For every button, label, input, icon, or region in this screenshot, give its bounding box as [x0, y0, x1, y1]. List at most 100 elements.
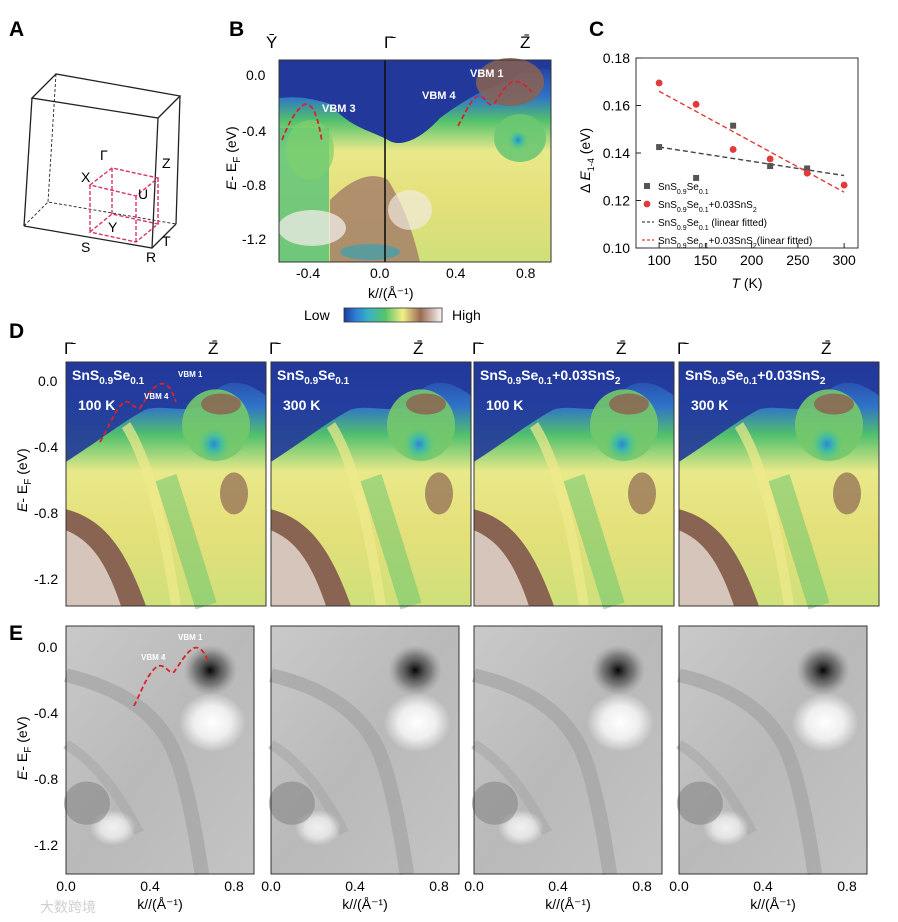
- grey-image-e-2: [472, 626, 662, 874]
- grey-map-e-1: [269, 626, 459, 874]
- c-point-s1-2: [729, 146, 737, 153]
- e-xlabel-0: k//(Å⁻¹): [137, 896, 183, 912]
- d-sample-label-0: SnS0.9Se0.1: [72, 367, 145, 387]
- e-ytick-0: 0.0: [38, 639, 58, 655]
- bz-point-z: Z: [162, 155, 171, 171]
- d-sym-z-3: Z̄: [821, 339, 831, 358]
- arpes-map-b: [278, 58, 552, 263]
- d-sym-z-2: Z̄: [616, 339, 626, 358]
- grey-map-e-3: [677, 626, 867, 874]
- e-ytick-2: -0.8: [34, 771, 58, 787]
- arpes-frame-d-3: [678, 361, 880, 607]
- panel-label-d: D: [9, 320, 24, 343]
- watermark: 大数跨境: [40, 899, 96, 915]
- grey-image-e-0: [64, 626, 254, 874]
- e-xtick-2-2: 0.8: [632, 878, 652, 894]
- d-temp-label-3: 300 K: [691, 397, 728, 413]
- arpes-map-d-2: [474, 362, 674, 606]
- c-ytick-label-4: 0.18: [603, 50, 630, 66]
- c-ytick-label-1: 0.12: [603, 193, 630, 209]
- c-ytick-label-3: 0.16: [603, 98, 630, 114]
- grey-frame-e-3: [678, 625, 868, 875]
- e-xlabel-3: k//(Å⁻¹): [750, 896, 796, 912]
- e-vbm-curve: [133, 646, 209, 707]
- c-point-s0-1: [693, 174, 700, 181]
- vbm4-vbm1-curve: [457, 80, 533, 127]
- c-point-s1-3: [766, 155, 774, 163]
- c-legend-label-0: SnS0.9Se0.1: [658, 182, 709, 196]
- d-label-vbm1: VBM 1: [178, 370, 203, 379]
- d-sym-gamma-2: Γ̄: [472, 339, 484, 358]
- c-point-s0-3: [767, 163, 774, 170]
- panel-label-c: C: [589, 18, 604, 41]
- symmetry-y-bar: Ῡ: [266, 33, 277, 52]
- c-fit-line-0: [659, 146, 845, 177]
- brillouin-zone: [23, 73, 182, 249]
- panel-label-a: A: [9, 18, 24, 41]
- grey-image-e-3: [677, 626, 867, 874]
- chart-c: 0.10 0.12 0.14 0.16 0.18 100 150 200 250 300 T (K)…: [577, 50, 859, 291]
- d-ytick-1: -0.4: [34, 439, 58, 455]
- e-xtick-3-2: 0.8: [837, 878, 857, 894]
- c-legend-label-1: SnS0.9Se0.1+0.03SnS2: [658, 200, 757, 214]
- c-point-s0-0: [656, 144, 663, 151]
- bz-point-u: U: [138, 186, 148, 202]
- e-label-vbm1: VBM 1: [178, 633, 203, 642]
- b-ytick-2: -0.8: [242, 177, 266, 193]
- label-vbm4: VBM 4: [422, 90, 457, 102]
- d-sample-label-3: SnS0.9Se0.1+0.03SnS2: [685, 367, 826, 387]
- c-xlabel: T (K): [731, 275, 762, 291]
- bz-point-s: S: [81, 239, 90, 255]
- colorbar-high-label: High: [452, 307, 481, 323]
- c-point-s0-4: [804, 165, 811, 172]
- grey-map-e-2: [472, 626, 662, 874]
- bz-point-y: Y: [108, 219, 118, 235]
- c-legend-label-2: SnS0.9Se0.1 (linear fitted): [658, 218, 767, 232]
- c-legend-marker-1: [643, 200, 651, 208]
- c-ytick-label-0: 0.10: [603, 240, 630, 256]
- e-xtick-1-0: 0.0: [261, 878, 281, 894]
- e-xtick-0-2: 0.8: [224, 878, 244, 894]
- c-xtick-label-3: 250: [786, 252, 810, 268]
- d-ytick-3: -1.2: [34, 571, 58, 587]
- e-xtick-0-1: 0.4: [140, 878, 160, 894]
- label-vbm1: VBM 1: [470, 68, 504, 80]
- e-xtick-2-1: 0.4: [548, 878, 568, 894]
- grey-frame-e-0: [65, 625, 255, 875]
- c-point-s1-1: [692, 100, 700, 108]
- arpes-frame-d-1: [270, 361, 472, 607]
- d-sample-label-2: SnS0.9Se0.1+0.03SnS2: [480, 367, 621, 387]
- c-point-s1-0: [655, 79, 663, 87]
- d-ytick-0: 0.0: [38, 373, 58, 389]
- colorbar-low-label: Low: [304, 307, 331, 323]
- label-vbm3: VBM 3: [322, 103, 356, 115]
- c-legend-marker-0: [644, 183, 650, 189]
- e-xtick-3-0: 0.0: [669, 878, 689, 894]
- panel-label-b: B: [229, 18, 244, 41]
- d-ylabel: E- EF (eV): [14, 448, 34, 512]
- b-ylabel: E- EF (eV): [223, 126, 243, 190]
- arpes-map-d-1: [271, 362, 471, 606]
- grey-image-e-1: [269, 626, 459, 874]
- b-xtick-2: 0.4: [446, 265, 466, 281]
- c-legend-label-3: SnS0.9Se0.1+0.03SnS2(linear fitted): [658, 236, 812, 250]
- panel-d-row: Γ̄ Z̄ SnS0.9Se0.1 100 K Γ̄ Z̄ SnS0.9Se0.1 300 K…: [64, 339, 879, 606]
- e-xlabel-2: k//(Å⁻¹): [545, 896, 591, 912]
- c-xtick-label-1: 150: [694, 252, 718, 268]
- d-sym-gamma-0: Γ̄: [64, 339, 76, 358]
- d-temp-label-2: 100 K: [486, 397, 523, 413]
- arpes-map-d-3: [679, 362, 879, 606]
- d-sym-gamma-3: Γ̄: [677, 339, 689, 358]
- c-xtick-label-2: 200: [740, 252, 764, 268]
- grey-frame-e-2: [473, 625, 663, 875]
- d-sample-label-1: SnS0.9Se0.1: [277, 367, 350, 387]
- e-ytick-1: -0.4: [34, 705, 58, 721]
- arpes-map-d-0: [66, 362, 266, 606]
- e-ytick-3: -1.2: [34, 837, 58, 853]
- c-point-s0-2: [730, 122, 737, 129]
- c-ytick-label-2: 0.14: [603, 145, 630, 161]
- e-xtick-1-1: 0.4: [345, 878, 365, 894]
- e-label-vbm4: VBM 4: [141, 653, 166, 662]
- d-sym-z-0: Z̄: [208, 339, 218, 358]
